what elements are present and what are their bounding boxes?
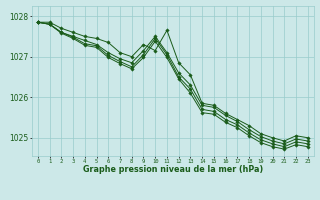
X-axis label: Graphe pression niveau de la mer (hPa): Graphe pression niveau de la mer (hPa): [83, 165, 263, 174]
